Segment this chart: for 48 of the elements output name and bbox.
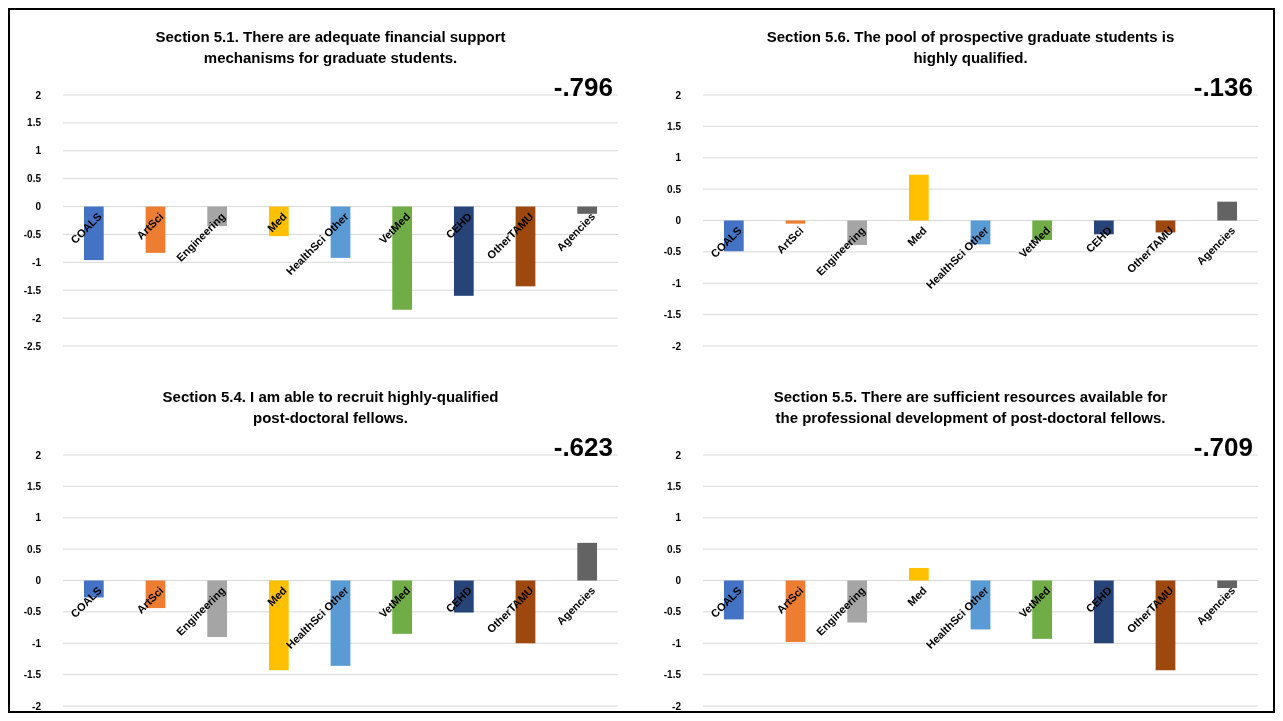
annotation: -.623 (553, 432, 613, 462)
chart-title: Section 5.5. There are sufficient resources available for the professional development of post-doctoral fellows. (773, 388, 1168, 426)
y-tick-label: -1.5 (23, 669, 42, 681)
y-tick-label: 1.5 (27, 480, 42, 492)
y-tick-label: 1.5 (667, 120, 682, 132)
y-tick-label: 1.5 (667, 480, 682, 492)
bar (785, 220, 806, 224)
y-tick-label: -1 (672, 277, 682, 289)
y-tick-label: -0.5 (663, 246, 682, 258)
y-tick-label: 1 (675, 512, 682, 524)
y-tick-label: 1 (675, 152, 682, 164)
y-tick-label: -1 (32, 256, 42, 268)
y-tick-label: 1 (35, 512, 42, 524)
y-tick-label: 0.5 (667, 543, 682, 555)
y-tick-label: -2 (32, 700, 42, 712)
y-tick-label: 1.5 (27, 117, 42, 129)
y-tick-label: 0 (35, 575, 42, 586)
y-tick-label: 2 (675, 89, 682, 101)
annotation: -.136 (1193, 72, 1253, 102)
y-tick-label: -2 (32, 312, 42, 324)
y-tick-label: -1 (32, 637, 42, 649)
y-tick-label: -2 (672, 340, 682, 352)
y-tick-label: -0.5 (23, 606, 42, 618)
y-tick-label: 0.5 (667, 183, 682, 195)
y-tick-label: 0 (675, 575, 682, 586)
y-tick-label: -0.5 (663, 606, 682, 618)
y-tick-label: -2 (672, 700, 682, 712)
y-tick-label: -1 (672, 637, 682, 649)
y-tick-label: 0 (35, 201, 42, 213)
y-tick-label: 0 (675, 215, 682, 226)
bar (1217, 201, 1238, 221)
chart-title: Section 5.1. There are adequate financial support mechanisms for graduate students. (155, 28, 506, 66)
y-tick-label: -2.5 (23, 340, 42, 352)
y-tick-label: -1.5 (23, 284, 42, 296)
y-tick-label: -1.5 (663, 309, 682, 321)
chart-title: Section 5.6. The pool of prospective graduate students is highly qualified. (766, 28, 1175, 66)
y-tick-label: 1 (35, 145, 42, 157)
chart-title: Section 5.4. I am able to recruit highly-qualified post-doctoral fellows. (162, 388, 499, 426)
y-tick-label: -0.5 (23, 228, 42, 240)
bar (908, 174, 929, 221)
y-tick-label: -1.5 (663, 669, 682, 681)
annotation: -.709 (1193, 432, 1253, 462)
y-tick-label: 2 (35, 449, 42, 461)
y-tick-label: 2 (675, 449, 682, 461)
y-tick-label: 0.5 (27, 173, 42, 185)
y-tick-label: 2 (35, 89, 42, 101)
annotation: -.796 (553, 72, 613, 102)
y-tick-label: 0.5 (27, 543, 42, 555)
